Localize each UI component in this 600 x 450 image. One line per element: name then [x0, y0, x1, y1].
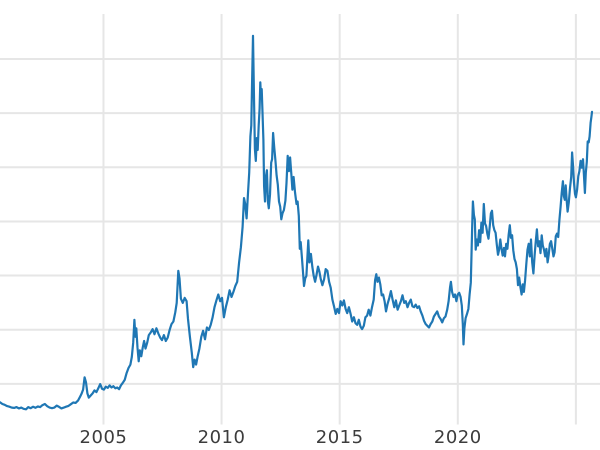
price-line-series: [0, 34, 594, 411]
gridlines: [0, 14, 600, 425]
